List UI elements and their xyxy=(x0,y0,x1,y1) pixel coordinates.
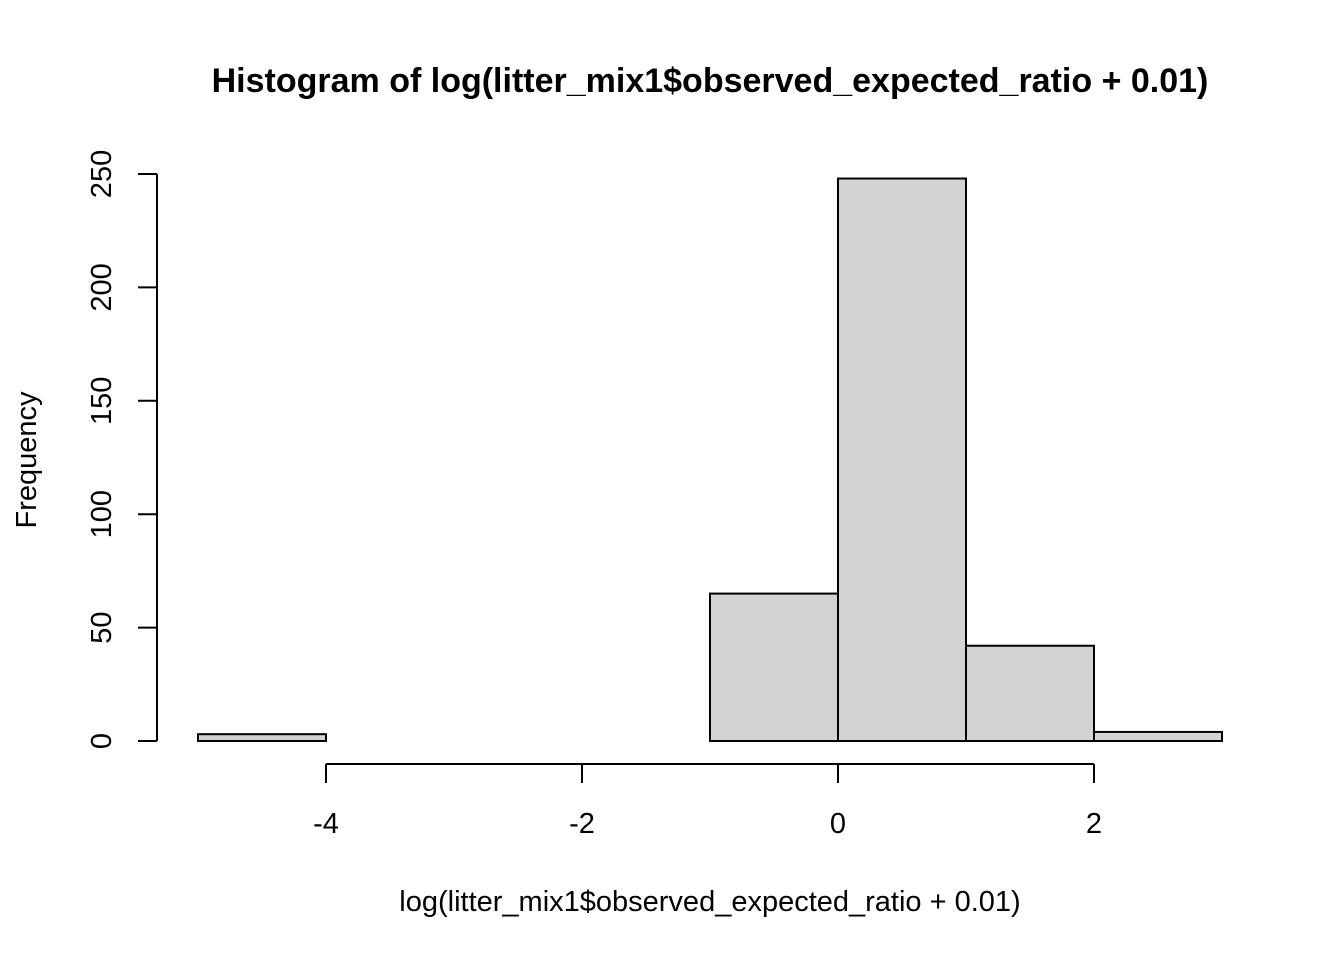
x-axis: -4 -2 0 2 xyxy=(313,763,1102,840)
x-tick-label: -4 xyxy=(313,808,339,840)
y-tick-label: 150 xyxy=(86,377,118,425)
y-tick-label: 100 xyxy=(86,490,118,538)
y-tick-label: 0 xyxy=(86,733,118,749)
x-tick-label: 2 xyxy=(1086,808,1102,840)
chart-title: Histogram of log(litter_mix1$observed_ex… xyxy=(212,62,1209,100)
bars-group xyxy=(197,177,1223,743)
histogram-bar xyxy=(709,592,839,743)
y-tick-label: 250 xyxy=(86,150,118,198)
y-axis: 0 50 100 150 200 250 xyxy=(86,150,158,749)
y-tick-label: 200 xyxy=(86,263,118,311)
histogram-bar xyxy=(965,644,1095,743)
histogram-bar xyxy=(837,177,967,742)
x-tick-label: -2 xyxy=(569,808,595,840)
y-tick-label: 50 xyxy=(86,611,118,643)
histogram-bar xyxy=(1093,730,1223,742)
y-axis-label: Frequency xyxy=(11,391,43,529)
histogram-bar xyxy=(197,733,327,742)
x-axis-label: log(litter_mix1$observed_expected_ratio … xyxy=(399,886,1020,918)
x-tick-label: 0 xyxy=(830,808,846,840)
